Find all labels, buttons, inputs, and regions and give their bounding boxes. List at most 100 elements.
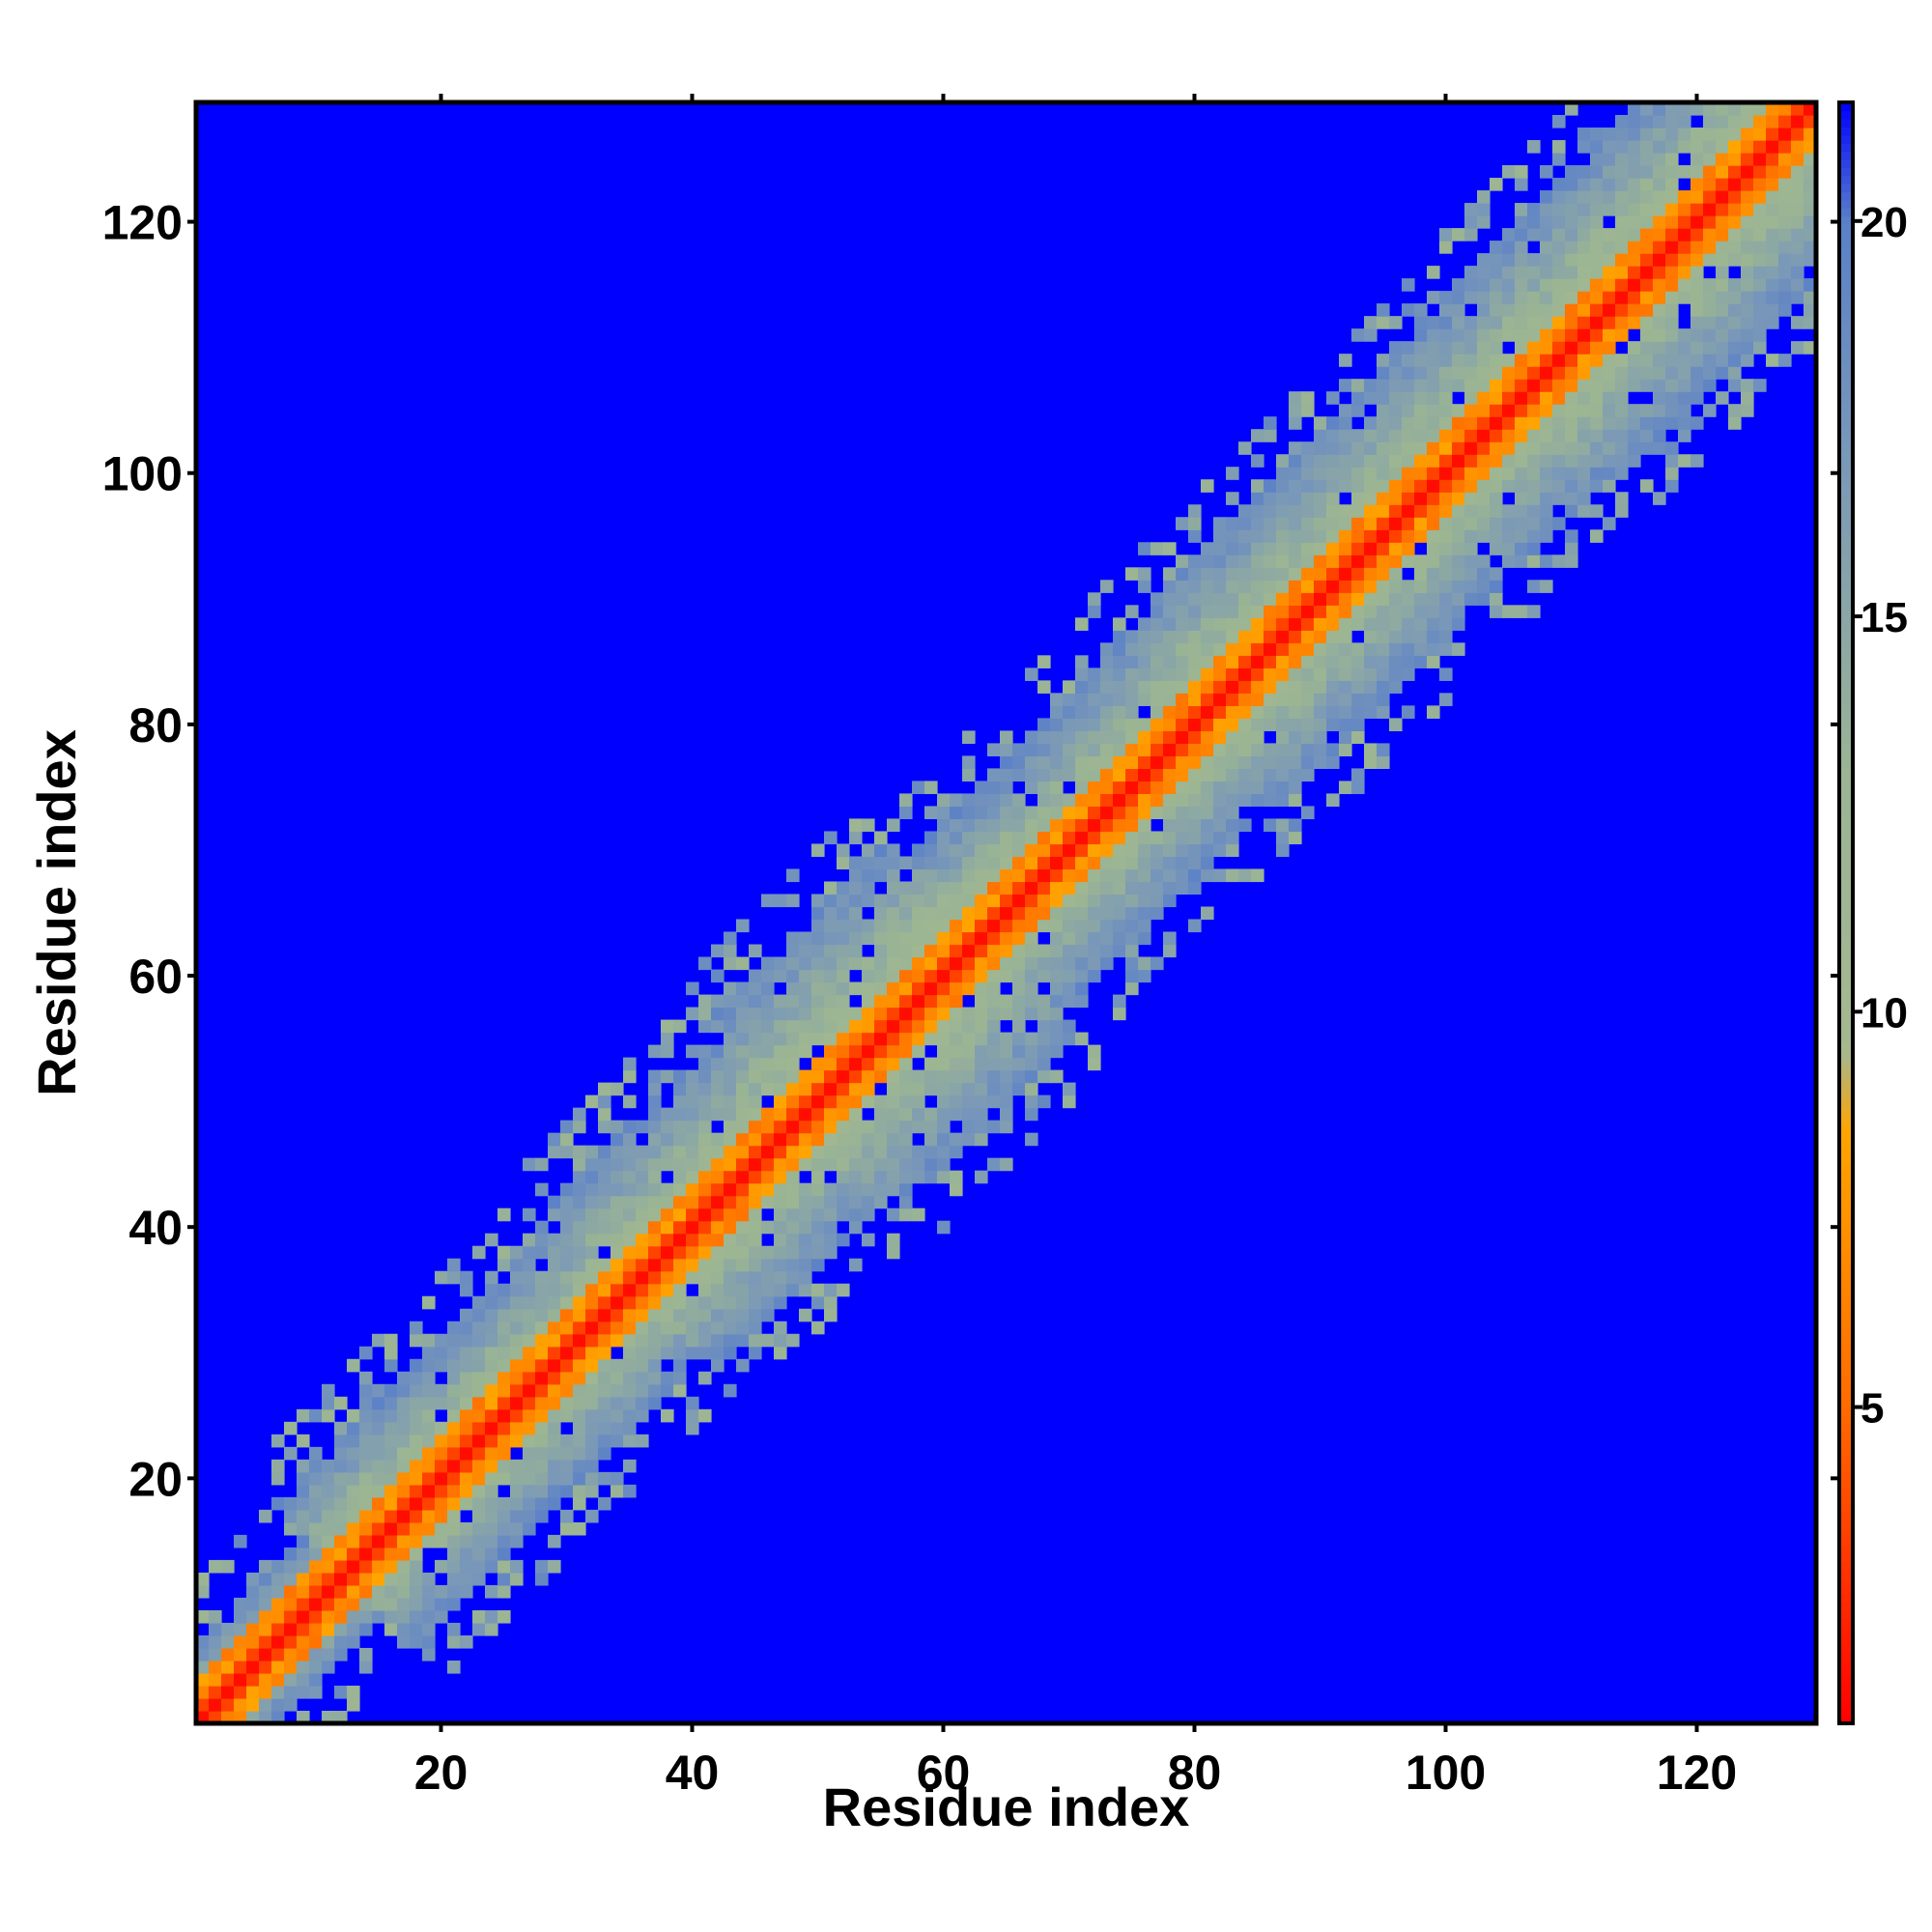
heatmap-cell xyxy=(548,1308,561,1322)
heatmap-cell xyxy=(1213,743,1227,757)
colorbar-segment xyxy=(1839,1545,1853,1554)
heatmap-cell xyxy=(661,1107,674,1122)
heatmap-cell xyxy=(1339,529,1352,543)
heatmap-cell xyxy=(774,1007,787,1021)
heatmap-cell xyxy=(648,1245,662,1260)
colorbar-segment xyxy=(1839,354,1853,363)
heatmap-cell xyxy=(1791,115,1804,128)
heatmap-cell xyxy=(585,1321,599,1335)
heatmap-cell xyxy=(987,843,1001,858)
heatmap-cell xyxy=(535,1358,549,1373)
heatmap-cell xyxy=(1427,479,1440,493)
heatmap-cell xyxy=(1113,630,1126,643)
heatmap-cell xyxy=(1653,416,1666,430)
heatmap-cell xyxy=(472,1534,486,1548)
heatmap-cell xyxy=(1314,642,1327,656)
heatmap-cell xyxy=(221,1697,235,1712)
heatmap-cell xyxy=(447,1333,461,1348)
heatmap-cell xyxy=(1226,517,1239,530)
heatmap-cell xyxy=(786,1132,800,1147)
heatmap-cell xyxy=(824,919,838,933)
heatmap-cell xyxy=(799,1132,812,1147)
heatmap-cell xyxy=(1490,379,1503,392)
heatmap-cell xyxy=(962,793,976,808)
heatmap-cell xyxy=(1276,554,1290,568)
heatmap-cell xyxy=(724,1321,737,1335)
heatmap-cell xyxy=(1527,140,1541,154)
heatmap-cell xyxy=(447,1459,461,1473)
heatmap-cell xyxy=(1690,303,1704,317)
heatmap-cell xyxy=(761,1044,775,1059)
heatmap-cell xyxy=(1565,266,1578,279)
heatmap-cell xyxy=(987,944,1001,958)
heatmap-cell xyxy=(899,1195,913,1209)
heatmap-cell xyxy=(1000,806,1013,820)
heatmap-cell xyxy=(1301,492,1315,505)
heatmap-cell xyxy=(447,1321,461,1335)
heatmap-cell xyxy=(1490,504,1503,518)
heatmap-cell xyxy=(736,1195,750,1209)
heatmap-cell xyxy=(1452,605,1465,618)
heatmap-cell xyxy=(271,1609,285,1624)
heatmap-cell xyxy=(372,1496,385,1511)
heatmap-cell xyxy=(1088,1044,1101,1059)
heatmap-cell xyxy=(322,1622,335,1636)
heatmap-cell xyxy=(1452,617,1465,631)
heatmap-cell xyxy=(724,981,737,996)
heatmap-cell xyxy=(1590,366,1604,380)
heatmap-cell xyxy=(1163,730,1177,744)
heatmap-cell xyxy=(1615,404,1629,417)
heatmap-cell xyxy=(924,1032,938,1046)
heatmap-cell xyxy=(749,994,762,1009)
heatmap-cell xyxy=(1615,504,1629,518)
heatmap-cell xyxy=(824,1044,838,1059)
heatmap-cell xyxy=(1716,316,1729,329)
heatmap-cell xyxy=(1088,693,1101,706)
colorbar-segment xyxy=(1839,1683,1853,1692)
heatmap-cell xyxy=(799,1107,812,1122)
colorbar-segment xyxy=(1839,921,1853,930)
heatmap-cell xyxy=(1716,354,1729,367)
heatmap-cell xyxy=(1100,781,1114,795)
heatmap-cell xyxy=(1151,843,1164,858)
heatmap-cell xyxy=(1477,479,1491,493)
heatmap-cell xyxy=(297,1434,310,1448)
heatmap-cell xyxy=(1640,404,1654,417)
heatmap-cell xyxy=(611,1170,624,1184)
heatmap-cell xyxy=(912,1069,925,1084)
heatmap-cell xyxy=(585,1383,599,1398)
heatmap-cell xyxy=(711,1082,724,1096)
heatmap-cell xyxy=(422,1446,436,1461)
heatmap-cell xyxy=(975,856,988,870)
heatmap-cell xyxy=(1000,931,1013,946)
heatmap-cell xyxy=(1213,781,1227,795)
heatmap-cell xyxy=(673,1371,687,1385)
heatmap-cell xyxy=(1063,931,1076,946)
heatmap-cell xyxy=(1226,868,1239,883)
heatmap-cell xyxy=(1452,228,1465,242)
heatmap-cell xyxy=(1665,404,1679,417)
heatmap-cell xyxy=(209,1685,222,1699)
heatmap-cell xyxy=(1326,718,1340,731)
heatmap-cell xyxy=(1527,554,1541,568)
heatmap-cell xyxy=(573,1170,586,1184)
heatmap-cell xyxy=(535,1383,549,1398)
heatmap-cell xyxy=(246,1597,260,1611)
heatmap-cell xyxy=(297,1609,310,1624)
heatmap-cell xyxy=(698,1195,712,1209)
heatmap-cell xyxy=(698,1019,712,1034)
heatmap-cell xyxy=(1138,580,1151,593)
heatmap-cell xyxy=(1703,140,1717,154)
heatmap-cell xyxy=(334,1484,348,1498)
heatmap-cell xyxy=(1565,102,1578,116)
heatmap-cell xyxy=(1251,567,1264,581)
heatmap-cell xyxy=(1151,781,1164,795)
heatmap-cell xyxy=(1477,416,1491,430)
heatmap-cell xyxy=(1163,768,1177,782)
heatmap-cell xyxy=(874,843,888,858)
heatmap-cell xyxy=(1753,102,1767,116)
heatmap-cell xyxy=(1778,215,1792,229)
heatmap-cell xyxy=(1741,215,1754,229)
heatmap-cells xyxy=(196,102,1817,1724)
heatmap-cell xyxy=(1012,843,1026,858)
